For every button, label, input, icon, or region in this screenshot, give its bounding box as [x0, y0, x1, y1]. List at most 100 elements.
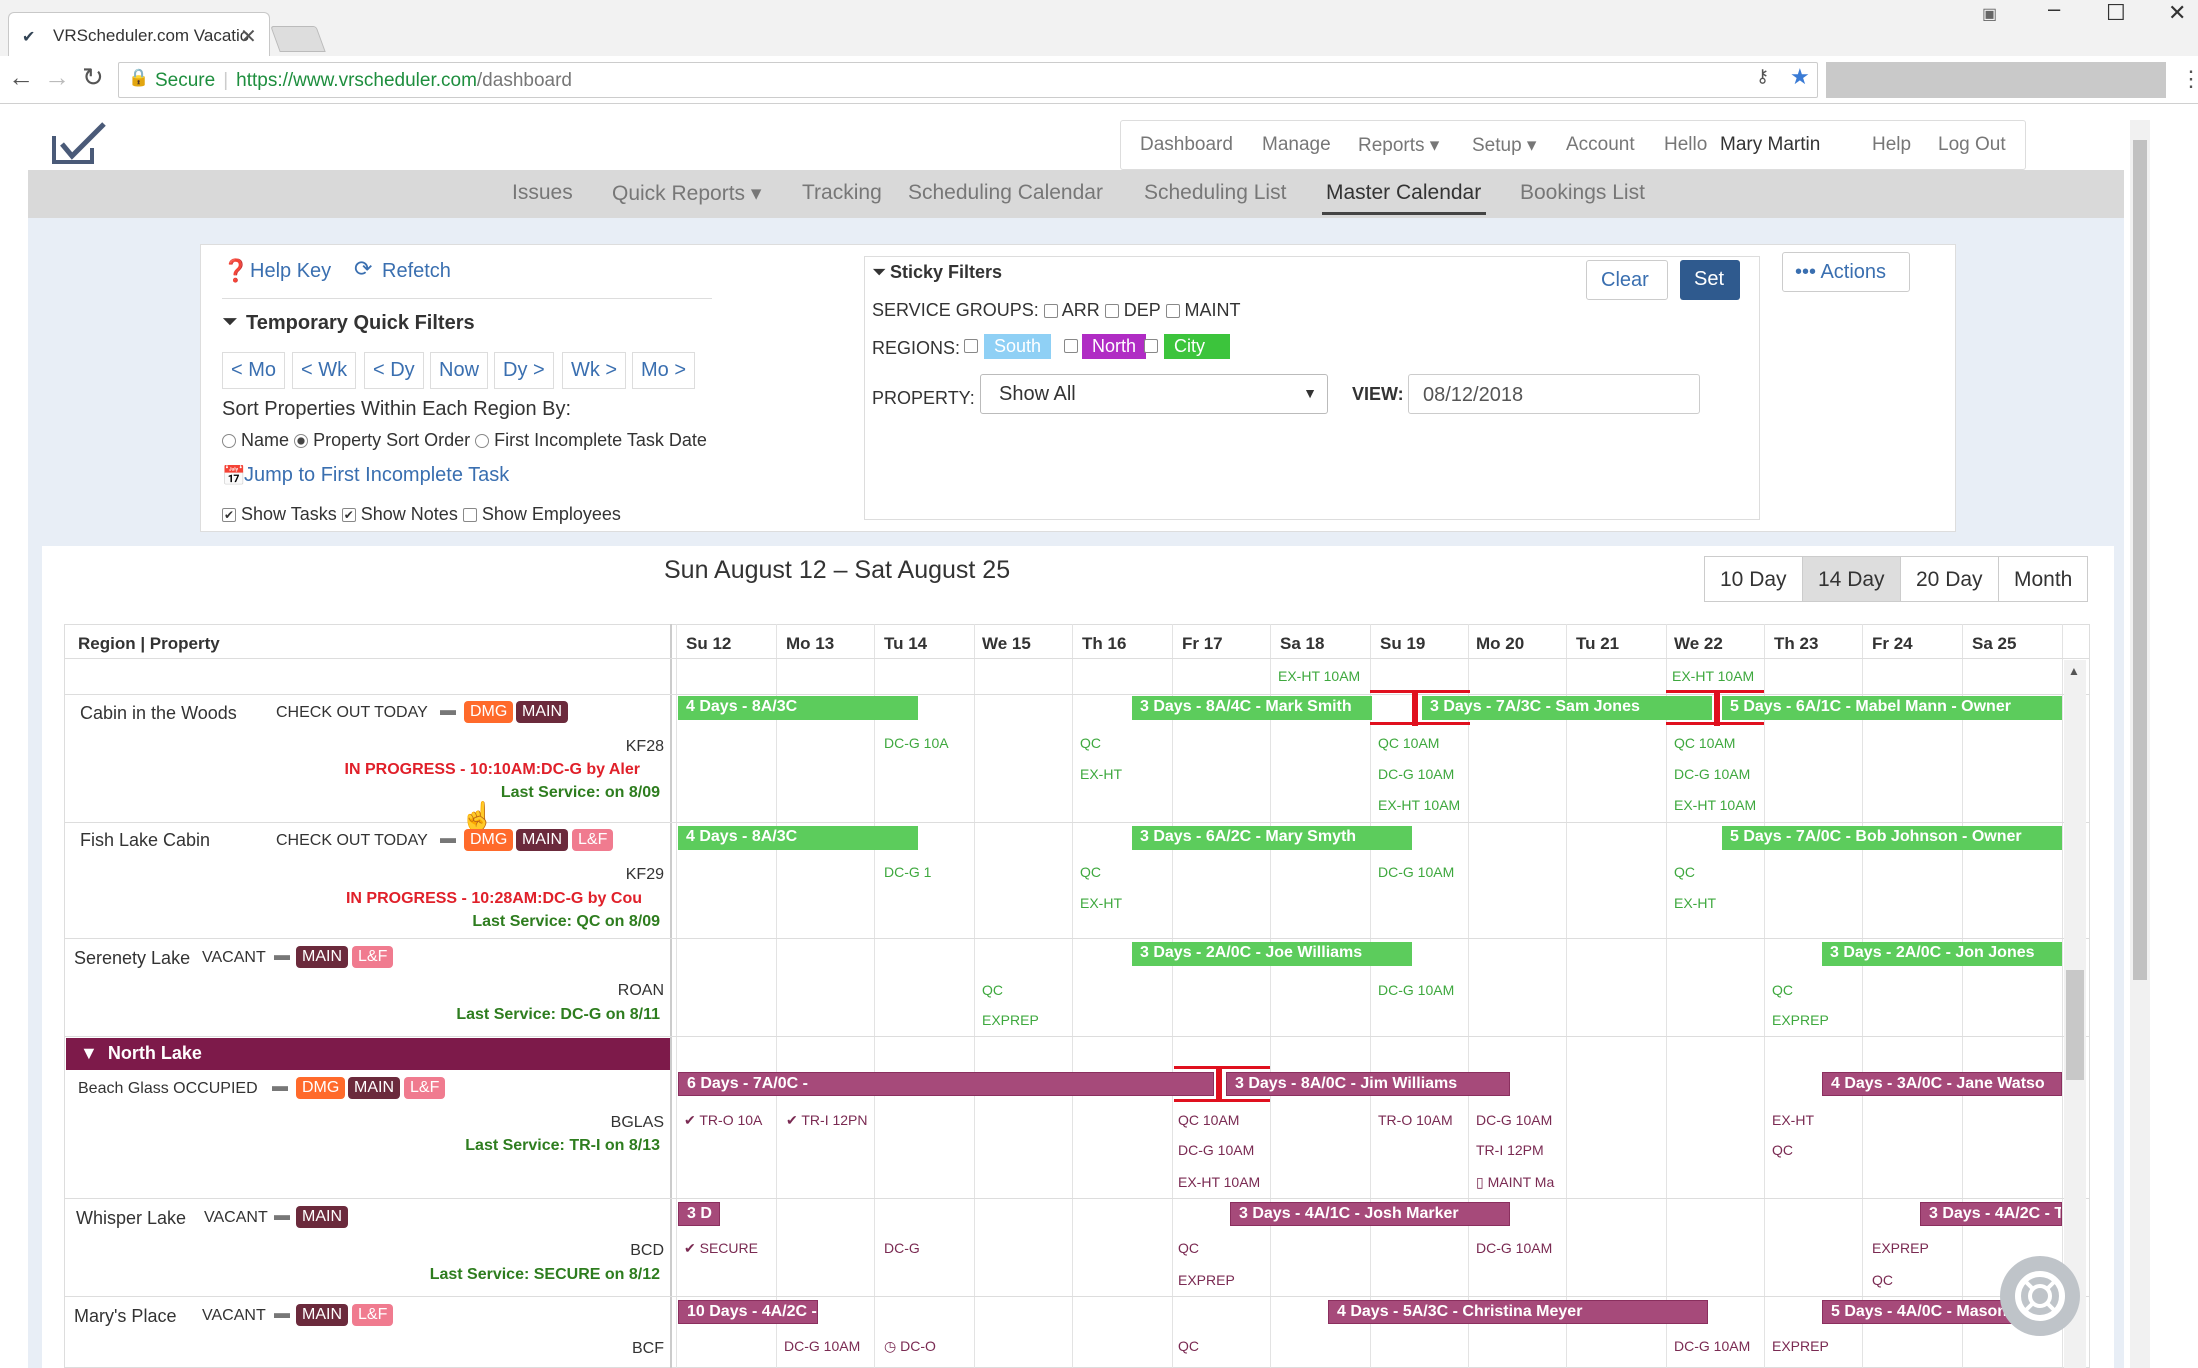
property-name[interactable]: Fish Lake Cabin	[80, 830, 211, 850]
dmg-badge[interactable]: DMG	[464, 829, 514, 851]
user-name[interactable]: Mary Martin	[1720, 134, 1821, 155]
south-checkbox[interactable]	[964, 339, 978, 353]
minimize-icon[interactable]: –	[2048, 0, 2061, 21]
nav-logout[interactable]: Log Out	[1938, 134, 2006, 155]
forward-icon[interactable]: →	[44, 62, 70, 92]
booking-bar[interactable]: 3 Days - 8A/4C - Mark Smith	[1132, 696, 1372, 720]
task-label[interactable]: QC	[1080, 864, 1101, 880]
back-icon[interactable]: ←	[8, 62, 34, 92]
subnav-issues[interactable]: Issues	[512, 181, 573, 204]
task-label[interactable]: ▯ MAINT Ma	[1476, 1174, 1555, 1190]
booking-bar[interactable]: 3 D	[678, 1202, 720, 1226]
maint-checkbox[interactable]	[1165, 304, 1180, 319]
folder-icon[interactable]: ▬	[274, 1305, 290, 1322]
task-label[interactable]: EX-HT	[1080, 895, 1122, 911]
nav-help[interactable]: Help	[1872, 134, 1912, 155]
task-label[interactable]: EXPREP	[982, 1012, 1039, 1028]
task-label[interactable]: EXPREP	[1772, 1338, 1829, 1354]
task-label[interactable]: QC 10AM	[1178, 1112, 1240, 1128]
nav-account[interactable]: Account	[1566, 134, 1635, 155]
lf-badge[interactable]: L&F	[404, 1077, 446, 1099]
task-label[interactable]: EX-HT	[1080, 766, 1122, 782]
task-label[interactable]: QC	[1772, 1142, 1793, 1158]
view-date-input[interactable]: 08/12/2018	[1408, 374, 1700, 414]
subnav-scheduling-list[interactable]: Scheduling List	[1144, 181, 1287, 204]
booking-bar[interactable]: 5 Days - 4A/0C - Mason	[1822, 1300, 2022, 1324]
page-scrollbar-thumb[interactable]	[2133, 140, 2147, 980]
booking-bar[interactable]: 10 Days - 4A/2C -	[678, 1300, 818, 1324]
scroll-up-icon[interactable]: ▲	[2068, 664, 2080, 678]
task-label[interactable]: DC-G 10AM	[784, 1338, 861, 1354]
task-label[interactable]: DC-G 10AM	[1378, 982, 1455, 998]
task-label[interactable]: DC-G 10AM	[1674, 766, 1751, 782]
profile-icon[interactable]: ▣	[1982, 6, 1998, 23]
browser-menu-icon[interactable]: ⋮	[2180, 66, 2198, 91]
task-label[interactable]: EX-HT 10AM	[1378, 797, 1461, 813]
main-badge[interactable]: MAIN	[296, 1304, 348, 1326]
sort-order-radio[interactable]	[294, 434, 309, 449]
task-label[interactable]: QC	[1872, 1272, 1893, 1288]
dmg-badge[interactable]: DMG	[296, 1077, 346, 1099]
north-checkbox[interactable]	[1064, 339, 1078, 353]
refetch-link[interactable]: Refetch	[382, 260, 451, 282]
browser-tab[interactable]: VRScheduler.com Vacatio	[8, 12, 270, 56]
task-label[interactable]: TR-I 12PM	[1476, 1142, 1544, 1158]
booking-bar[interactable]: 3 Days - 2A/0C - Joe Williams	[1132, 942, 1412, 966]
nav-manage[interactable]: Manage	[1262, 134, 1331, 155]
property-name[interactable]: Serenety Lake	[74, 948, 191, 968]
view-10-day-button[interactable]: 10 Day	[1704, 556, 1803, 602]
property-name[interactable]: Mary's Place	[74, 1306, 177, 1326]
lf-badge[interactable]: L&F	[352, 946, 394, 968]
booking-bar[interactable]: 6 Days - 7A/0C -	[678, 1072, 1214, 1096]
sort-name-radio[interactable]	[222, 434, 236, 449]
task-label[interactable]: QC	[1178, 1338, 1199, 1354]
task-label[interactable]: DC-G 10AM	[1378, 766, 1455, 782]
task-label[interactable]: QC 10AM	[1378, 735, 1440, 751]
nav-setup[interactable]: Setup ▾	[1472, 135, 1537, 156]
dep-checkbox[interactable]	[1104, 304, 1119, 319]
prev-day-button[interactable]: < Dy	[364, 352, 424, 389]
main-badge[interactable]: MAIN	[296, 946, 348, 968]
in-progress-status[interactable]: IN PROGRESS - 10:28AM:DC-G by Cou	[345, 890, 642, 907]
view-14-day-button[interactable]: 14 Day	[1802, 556, 1901, 602]
close-window-icon[interactable]: ✕	[2168, 0, 2187, 25]
task-label[interactable]: DC-G 10AM	[1476, 1112, 1553, 1128]
nav-reports[interactable]: Reports ▾	[1358, 135, 1440, 156]
task-label[interactable]: QC	[1674, 864, 1695, 880]
help-key-link[interactable]: Help Key	[250, 260, 332, 282]
maximize-icon[interactable]: ☐	[2106, 0, 2126, 25]
task-label[interactable]: EXPREP	[1772, 1012, 1829, 1028]
url-input[interactable]: Secure | https://www.vrscheduler.com/dashb…	[118, 62, 1818, 98]
view-month-button[interactable]: Month	[1998, 556, 2089, 602]
folder-icon[interactable]: ▬	[440, 830, 456, 847]
booking-bar[interactable]: 4 Days - 3A/0C - Jane Watso	[1822, 1072, 2062, 1096]
support-lifebuoy-icon[interactable]	[2000, 1256, 2080, 1336]
task-label[interactable]: DC-G 10A	[884, 735, 949, 751]
show-notes-checkbox[interactable]: ✔	[341, 508, 356, 523]
property-select[interactable]: Show All ▼	[980, 374, 1328, 414]
task-label[interactable]: ✔ TR-O 10A	[684, 1112, 763, 1128]
subnav-bookings-list[interactable]: Bookings List	[1520, 181, 1645, 204]
in-progress-status[interactable]: IN PROGRESS - 10:10AM:DC-G by Aler	[344, 761, 640, 778]
region-south-chip[interactable]: South	[984, 334, 1052, 359]
task-label[interactable]: EX-HT 10AM	[1674, 797, 1757, 813]
folder-icon[interactable]: ▬	[272, 1078, 288, 1095]
now-button[interactable]: Now	[430, 352, 489, 389]
booking-bar[interactable]: 4 Days - 5A/3C - Christina Meyer	[1328, 1300, 1708, 1324]
vrscheduler-logo-icon[interactable]	[52, 122, 108, 166]
property-name-status[interactable]: Beach Glass OCCUPIED	[78, 1080, 258, 1098]
nav-dashboard[interactable]: Dashboard	[1140, 134, 1233, 155]
next-day-button[interactable]: Dy >	[494, 352, 554, 389]
booking-bar[interactable]: 4 Days - 8A/3C	[678, 696, 918, 720]
folder-icon[interactable]: ▬	[274, 1207, 290, 1224]
booking-bar[interactable]: 3 Days - 4A/2C - Tra	[1920, 1202, 2062, 1226]
reload-icon[interactable]: ↻	[82, 62, 104, 92]
actions-button[interactable]: ••• Actions	[1782, 252, 1910, 292]
dmg-badge[interactable]: DMG	[464, 701, 514, 723]
show-employees-checkbox[interactable]	[462, 508, 477, 523]
task-label[interactable]: DC-G 1	[884, 864, 932, 880]
main-badge[interactable]: MAIN	[516, 829, 568, 851]
task-label[interactable]: QC 10AM	[1674, 735, 1736, 751]
booking-bar[interactable]: 3 Days - 4A/1C - Josh Marker	[1230, 1202, 1510, 1226]
main-badge[interactable]: MAIN	[296, 1206, 348, 1228]
